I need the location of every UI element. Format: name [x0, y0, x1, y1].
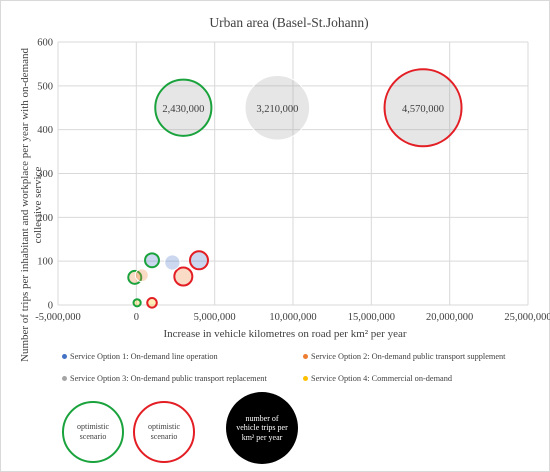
legend-label-option-2: Service Option 2: On-demand public trans…	[311, 352, 506, 361]
y-axis-label-line-2: collective service	[32, 167, 44, 244]
x-axis-label: Increase in vehicle kilometres on road p…	[163, 328, 406, 340]
y-tick-label-6: 600	[37, 38, 53, 49]
x-tick-label-1: 0	[134, 312, 139, 323]
legend-optimistic-green-label: optimistic scenario	[77, 422, 109, 441]
legend-optimistic-red-ring: optimistic scenario	[133, 401, 195, 463]
legend-item-option-1: Service Option 1: On-demand line operati…	[62, 352, 218, 361]
y-tick-label-1: 100	[37, 257, 53, 268]
legend-label-option-4: Service Option 4: Commercial on-demand	[311, 374, 453, 383]
bubble-series-2-point-3	[173, 266, 194, 287]
legend-optimistic-green-ring: optimistic scenario	[62, 401, 124, 463]
bubble-series-4-point-1	[132, 298, 142, 308]
y-tick-label-0: 0	[48, 301, 53, 312]
x-tick-label-3: 10,000,000	[269, 312, 316, 323]
legend-optimistic-red-label: optimistic scenario	[148, 422, 180, 441]
y-tick-label-4: 400	[37, 125, 53, 136]
bubble-series-3-point-3	[383, 68, 463, 148]
bubble-series-1-point-2	[144, 252, 160, 269]
legend-item-option-4: Service Option 4: Commercial on-demand	[303, 374, 452, 383]
legend-item-option-3: Service Option 3: On-demand public trans…	[62, 374, 267, 383]
legend-label-option-3: Service Option 3: On-demand public trans…	[70, 374, 267, 383]
legend-item-option-2: Service Option 2: On-demand public trans…	[303, 352, 505, 361]
legend-label-option-1: Service Option 1: On-demand line operati…	[70, 352, 218, 361]
legend-marker-option-4	[303, 375, 308, 381]
bubble-series-4-point-2	[146, 297, 158, 309]
legend-marker-option-1	[62, 353, 67, 359]
x-tick-label-2: 5,000,000	[194, 312, 236, 323]
legend-size-note-label: number of vehicle trips per km² per year	[236, 414, 288, 442]
x-tick-label-6: 25,000,000	[504, 312, 550, 323]
x-tick-label-0: -5,000,000	[35, 312, 81, 323]
y-tick-label-2: 200	[37, 213, 53, 224]
legend-size-note-bubble: number of vehicle trips per km² per year	[226, 392, 298, 464]
bubble-series-1-point-1	[164, 254, 181, 271]
bubble-series-1-point-3	[188, 250, 210, 271]
bubble-series-3-point-2	[244, 74, 311, 141]
chart-title: Urban area (Basel-St.Johann)	[209, 15, 368, 30]
y-tick-label-5: 500	[37, 81, 53, 92]
bubble-label-series-3-point-1: 2,430,000	[162, 104, 204, 115]
bubble-series-2-point-2	[134, 268, 149, 283]
bubble-label-series-3-point-3: 4,570,000	[402, 104, 444, 115]
x-tick-label-5: 20,000,000	[426, 312, 473, 323]
y-tick-label-3: 300	[37, 169, 53, 180]
bubble-series-3-point-1	[154, 78, 213, 137]
x-tick-label-4: 15,000,000	[348, 312, 395, 323]
legend-marker-option-3	[62, 375, 67, 381]
y-axis-label-line-1: Number of trips per inhabitant and workp…	[19, 48, 31, 363]
bubble-label-series-3-point-2: 3,210,000	[256, 104, 298, 115]
legend-marker-option-2	[303, 353, 308, 359]
